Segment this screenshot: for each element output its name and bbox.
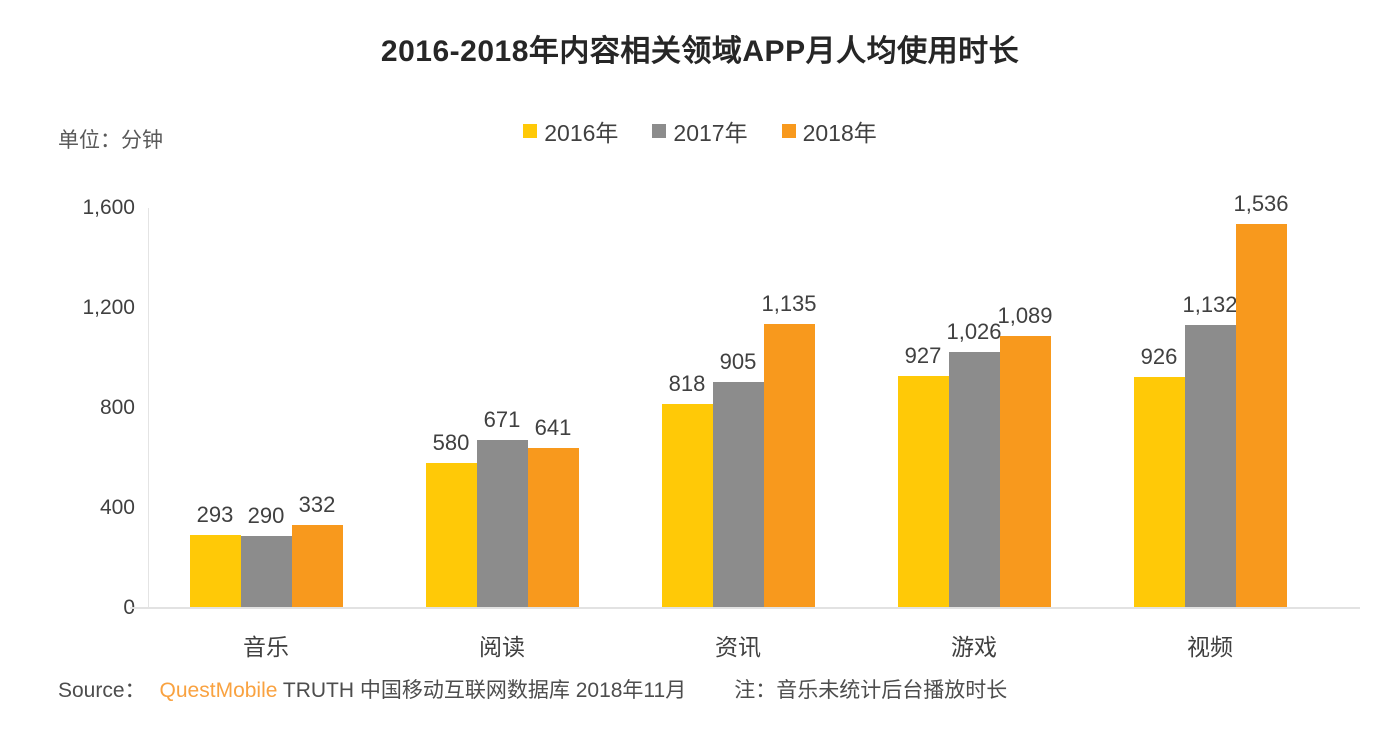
bar-2016年-资讯 xyxy=(661,403,713,608)
x-category-label: 音乐 xyxy=(243,634,289,660)
bar-value-label: 1,135 xyxy=(761,291,817,317)
legend-label: 2017年 xyxy=(673,120,748,146)
source-text: TRUTH 中国移动互联网数据库 2018年11月 xyxy=(277,679,687,702)
source-prefix: Source： xyxy=(58,679,146,702)
legend-item: 2018年 xyxy=(781,114,877,148)
x-category-label: 阅读 xyxy=(479,634,525,660)
bar-value-label: 1,536 xyxy=(1233,191,1289,216)
bar-2016年-阅读 xyxy=(425,463,477,608)
bar-value-label: 671 xyxy=(483,407,521,433)
y-tick-label: 1,200 xyxy=(82,296,135,319)
y-tick-label: 1,600 xyxy=(82,196,135,219)
bar-value-label: 818 xyxy=(668,370,706,396)
chart-title: 2016-2018年内容相关领域APP月人均使用时长 xyxy=(380,35,1020,68)
plot-area: 293 290 332 580 671 641 818 905 1,135 927 1,026 1,0… xyxy=(148,192,1328,608)
bar-value-label: 1,026 xyxy=(946,318,1002,344)
bar-2017年-阅读 xyxy=(476,440,528,608)
x-category-label: 资讯 xyxy=(715,634,761,660)
x-category-label: 游戏 xyxy=(951,634,997,660)
x-category-label: 视频 xyxy=(1187,634,1233,660)
x-axis-labels: 音乐 阅读 资讯 游戏 视频 xyxy=(148,628,1328,660)
x-axis-line xyxy=(130,607,1360,609)
bar-2016年-音乐 xyxy=(189,534,241,608)
bar-2018年-阅读 xyxy=(527,447,579,608)
bar-value-label: 290 xyxy=(247,502,285,528)
legend-swatch-icon xyxy=(781,124,796,138)
legend-item: 2016年 xyxy=(523,114,618,148)
bar-value-label: 926 xyxy=(1140,343,1178,369)
bar-value-label: 641 xyxy=(534,414,572,440)
source-brand: QuestMobile xyxy=(159,679,278,702)
unit-label: 单位：分钟 xyxy=(58,129,163,152)
footer: Source： QuestMobile TRUTH 中国移动互联网数据库 2018… xyxy=(58,674,1007,704)
bar-value-label: 580 xyxy=(432,430,470,455)
legend: 2016年 2017年 2018年 xyxy=(0,114,1400,148)
bar-value-label: 332 xyxy=(298,492,336,517)
bar-2018年-视频 xyxy=(1235,224,1287,608)
bar-value-label: 293 xyxy=(196,501,234,527)
footer-note: 注：音乐未统计后台播放时长 xyxy=(734,679,1008,702)
bar-2017年-音乐 xyxy=(240,535,292,608)
bar-2017年-视频 xyxy=(1184,325,1236,608)
bar-2017年-资讯 xyxy=(712,381,764,608)
legend-item: 2017年 xyxy=(652,114,748,148)
bar-value-label: 1,132 xyxy=(1182,292,1238,317)
legend-label: 2016年 xyxy=(544,120,619,146)
y-axis-line xyxy=(148,208,149,608)
y-tick-label: 800 xyxy=(99,396,135,419)
bar-2018年-音乐 xyxy=(291,525,343,608)
bar-value-label: 905 xyxy=(719,348,757,374)
bar-2018年-资讯 xyxy=(763,324,815,608)
bar-2018年-游戏 xyxy=(999,335,1051,608)
legend-label: 2018年 xyxy=(802,120,877,146)
bar-2016年-视频 xyxy=(1133,376,1185,608)
y-tick-label: 0 xyxy=(50,595,135,621)
legend-swatch-icon xyxy=(523,124,538,138)
y-axis-labels: 0 400 800 1,200 1,600 xyxy=(50,196,135,619)
bar-value-label: 1,089 xyxy=(997,302,1053,328)
legend-swatch-icon xyxy=(652,124,667,138)
y-tick-label: 400 xyxy=(99,496,135,519)
bar-2016年-游戏 xyxy=(897,376,949,608)
bar-value-label: 927 xyxy=(904,343,942,369)
bar-2017年-游戏 xyxy=(948,351,1000,608)
